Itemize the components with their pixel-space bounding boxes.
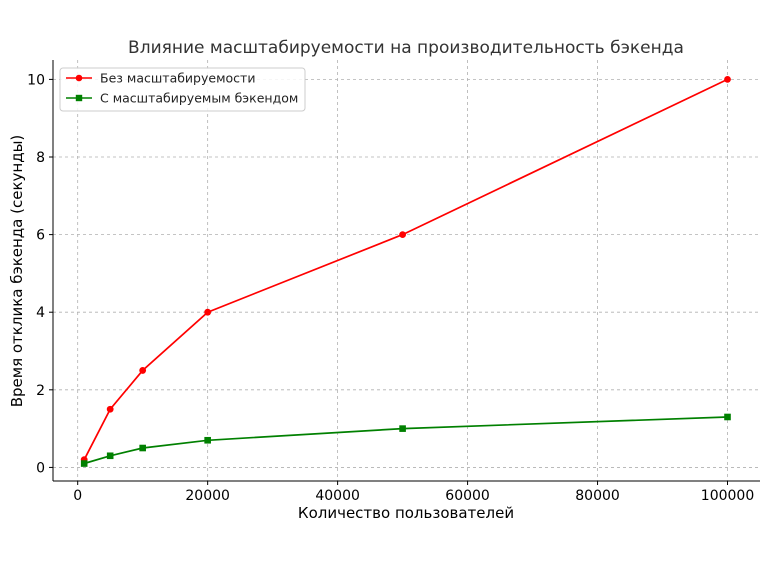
series-1-point-5: [724, 413, 731, 421]
x-tick-label-3: 60000: [445, 488, 490, 504]
series-0-point-1: [106, 405, 114, 413]
y-tick-label-5: 10: [27, 72, 45, 88]
series-1-point-3: [204, 436, 211, 444]
y-tick-label-2: 4: [36, 305, 45, 321]
legend-frame: [59, 67, 306, 112]
series-1-point-4: [399, 425, 406, 432]
legend: Без масштабируемости С масштабируемым бэ…: [59, 67, 306, 112]
chart-title: Влияние масштабируемости на производител…: [128, 38, 684, 58]
legend-label-0: Без масштабируемости: [100, 71, 255, 86]
series-0-line: [83, 78, 728, 461]
y-tick-label-0: 0: [36, 460, 45, 476]
x-tick-label-1: 20000: [185, 488, 230, 504]
y-tick-label-4: 8: [36, 150, 45, 166]
y-axis-title: Время отклика бэкенда (секунды): [8, 135, 26, 408]
series-0-point-3: [204, 308, 212, 316]
x-axis-title: Количество пользователей: [298, 504, 514, 522]
series-1-point-2: [139, 444, 146, 452]
legend-label-1: С масштабируемым бэкендом: [100, 91, 298, 106]
series-0-point-4: [399, 231, 407, 239]
series-0-point-2: [139, 367, 147, 374]
grid: [53, 60, 760, 481]
y-tick-label-3: 6: [36, 228, 45, 244]
x-tick-label-0: 0: [73, 488, 82, 504]
legend-marker-0: [75, 74, 83, 82]
legend-entry-1: С масштабируемым бэкендом: [66, 91, 298, 106]
x-tick-label-5: 100000: [701, 488, 754, 504]
axes: 0 20000 40000 60000 80000 100000 0 2 4 6 8 10: [27, 60, 760, 504]
series-0-point-5: [724, 76, 731, 83]
legend-entry-0: Без масштабируемости: [66, 71, 255, 86]
legend-marker-1: [75, 94, 83, 102]
series-1-line: [83, 416, 728, 465]
y-tick-label-1: 2: [36, 383, 45, 399]
x-tick-label-4: 80000: [575, 488, 620, 504]
series-1-point-0: [80, 460, 88, 467]
x-tick-label-2: 40000: [315, 488, 360, 504]
series-layer: [80, 76, 731, 467]
series-1-point-1: [106, 452, 114, 460]
